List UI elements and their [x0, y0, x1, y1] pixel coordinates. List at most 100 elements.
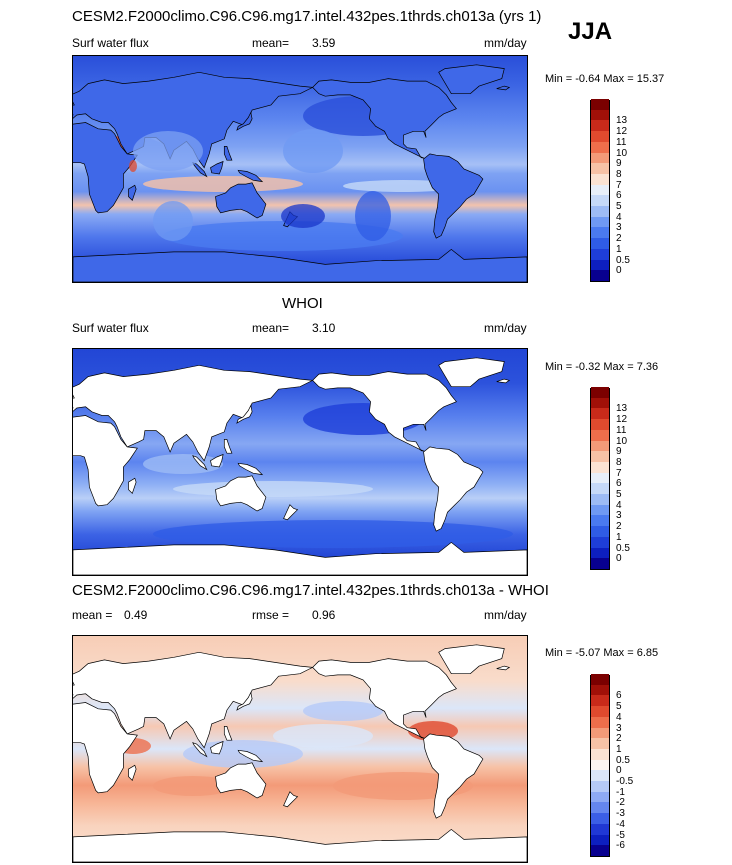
colorbar-swatch [591, 694, 609, 707]
panel3-minmax: Min = -5.07 Max = 6.85 [545, 647, 659, 659]
continent-nz [283, 791, 299, 808]
colorbar-tick-label: 3 [616, 510, 622, 522]
colorbar-swatch [591, 504, 609, 516]
colorbar-tick-label: 6 [616, 690, 622, 702]
colorbar-tick-label: -5 [616, 829, 625, 841]
panel2-units: mm/day [484, 321, 527, 335]
continent-uk [73, 681, 75, 686]
colorbar-tick-label: 4 [616, 711, 622, 723]
colorbar-swatch [591, 109, 609, 121]
colorbar-swatch [591, 237, 609, 249]
continent-australia [215, 182, 267, 219]
continent-northAmerica [312, 371, 457, 453]
map-svg [73, 636, 527, 862]
panel1-map [72, 55, 528, 283]
colorbar-swatch [591, 440, 609, 452]
colorbar-swatch [591, 216, 609, 228]
colorbar-box [590, 673, 610, 857]
continent-borneo [210, 740, 224, 755]
colorbar-swatch [591, 141, 609, 153]
colorbar-swatch [591, 173, 609, 185]
colorbar-swatch [591, 194, 609, 207]
continent-madagascar [128, 764, 137, 782]
colorbar-tick-label: 1 [616, 743, 622, 755]
colorbar-box [590, 386, 610, 570]
continent-antarctica [73, 248, 527, 282]
panel1-units: mm/day [484, 36, 527, 50]
colorbar-tick-label: 11 [616, 136, 627, 148]
continent-australia [215, 762, 267, 799]
colorbar-swatch [591, 472, 609, 484]
colorbar-tick-label: -2 [616, 797, 625, 809]
colorbar-swatch [591, 152, 609, 164]
colorbar-swatch [591, 450, 609, 462]
colorbar-swatch [591, 791, 609, 803]
colorbar-tick-label: -6 [616, 840, 625, 852]
colorbar-swatch [591, 801, 609, 814]
colorbar-swatch [591, 705, 609, 717]
continent-sumatra [192, 162, 208, 178]
colorbar-tick-label: 7 [616, 179, 622, 191]
colorbar-tick-label: 2 [616, 733, 622, 745]
continent-antarctica [73, 541, 527, 575]
continent-sumatra [192, 742, 208, 758]
continent-madagascar [128, 184, 137, 202]
colorbar-swatch [591, 536, 609, 548]
map-svg [73, 56, 527, 282]
colorbar-swatch [591, 130, 609, 142]
continent-eurasia [73, 71, 314, 169]
colorbar-swatch [591, 259, 609, 271]
continent-japan [236, 111, 253, 131]
colorbar-swatch [591, 834, 609, 846]
continent-borneo [210, 453, 224, 468]
continent-greenland [438, 644, 505, 675]
colorbar-swatch [591, 407, 609, 420]
colorbar-swatch [591, 673, 609, 685]
panel1-mean-label: mean= [252, 36, 290, 50]
continent-iceland [496, 665, 511, 671]
continent-africa [73, 122, 138, 214]
colorbar-tick-label: 5 [616, 489, 622, 501]
continent-borneo [210, 160, 224, 175]
colorbar-tick-label: 0 [616, 765, 622, 777]
continent-greenland [438, 357, 505, 388]
colorbar-tick-label: 0 [616, 265, 622, 277]
colorbar-tick-label: 6 [616, 190, 622, 202]
colorbar-swatch [591, 248, 609, 260]
colorbar-swatch [591, 205, 609, 217]
continent-newGuinea [237, 462, 264, 476]
map-svg [73, 349, 527, 575]
continent-southAmerica [423, 446, 484, 532]
continent-philippines [223, 439, 233, 454]
colorbar-tick-label: 1 [616, 243, 622, 255]
panel2-field-label: Surf water flux [72, 321, 149, 335]
continent-iceland [496, 378, 511, 384]
colorbar-swatch [591, 184, 609, 196]
colorbar-tick-label: 0.5 [616, 754, 630, 766]
colorbar-tick-label: 7 [616, 467, 622, 479]
colorbar-tick-label: 0 [616, 553, 622, 565]
colorbar-tick-label: 10 [616, 435, 628, 447]
colorbar-swatch [591, 737, 609, 749]
colorbar-tick-label: 12 [616, 126, 628, 138]
colorbar-swatch [591, 162, 609, 174]
panel1-title: CESM2.F2000climo.C96.C96.mg17.intel.432p… [72, 8, 542, 25]
colorbar-tick-label: 4 [616, 499, 622, 511]
panel2-map [72, 348, 528, 576]
continent-sumatra [192, 455, 208, 471]
colorbar-tick-label: 2 [616, 521, 622, 533]
colorbar-tick-label: 0.5 [616, 542, 630, 554]
continent-eurasia [73, 364, 314, 462]
continent-africa [73, 702, 138, 794]
colorbar-tick-label: 5 [616, 701, 622, 713]
colorbar-swatch [591, 269, 609, 281]
continent-southAmerica [423, 733, 484, 819]
colorbar-tick-label: 1 [616, 531, 622, 543]
panel3-rmse-label: rmse = [252, 608, 290, 622]
panel1-mean-value: 3.59 [312, 36, 336, 50]
continent-australia [215, 475, 267, 512]
colorbar-tick-label: 13 [616, 115, 628, 127]
colorbar-tick-label: 11 [616, 424, 627, 436]
colorbar-tick-label: -1 [616, 786, 625, 798]
colorbar-swatch [591, 514, 609, 527]
